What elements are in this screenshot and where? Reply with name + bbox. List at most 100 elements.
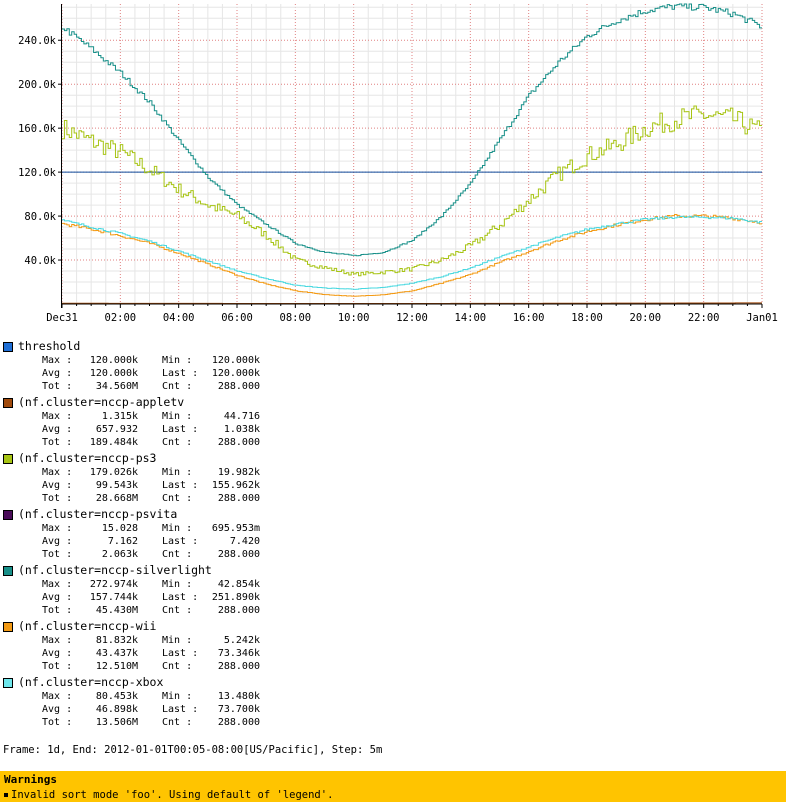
stat-value-last: 73.700k (198, 703, 260, 716)
stat-label-min: Min : (138, 690, 198, 703)
x-tick-label: Jan01 (746, 312, 778, 324)
x-tick-label: 02:00 (105, 312, 137, 324)
legend-stat-row: Avg : 120.000k Last : 120.000k (42, 367, 260, 380)
legend-stat-row: Max : 1.315k Min : 44.716 (42, 410, 260, 423)
stat-label-max: Max : (42, 690, 78, 703)
legend-stats: Max : 1.315k Min : 44.716 Avg : 657.932 Last :… (42, 410, 260, 449)
legend-stat-row: Tot :189.484k Cnt :288.000 (42, 436, 260, 449)
stat-value-min: 19.982k (198, 466, 260, 479)
stat-label-cnt: Cnt : (138, 436, 198, 449)
legend-stat-row: Avg :99.543k Last :155.962k (42, 479, 260, 492)
legend-entry: (nf.cluster=nccp-psvita Max : 15.028 Min : 6… (0, 507, 786, 563)
legend-stats: Max : 80.453k Min : 13.480k Avg : 46.898k Last… (42, 690, 260, 729)
stat-label-tot: Tot : (42, 436, 78, 449)
stat-label-cnt: Cnt : (138, 380, 198, 393)
legend-entry: (nf.cluster=nccp-wii Max :81.832k Min :5.2… (0, 619, 786, 675)
stat-value-cnt: 288.000 (198, 604, 260, 617)
stat-label-tot: Tot : (42, 604, 78, 617)
legend-stat-row: Max : 272.974k Min : 42.854k (42, 578, 260, 591)
x-tick-label: 06:00 (221, 312, 253, 324)
legend-stats: Max : 15.028 Min : 695.953m Avg : 7.162 Last :… (42, 522, 260, 561)
stat-value-min: 695.953m (198, 522, 260, 535)
legend-stat-row: Avg :157.744k Last :251.890k (42, 591, 260, 604)
legend-stats: Max : 81.832k Min : 5.242k Avg : 43.437k Last … (42, 634, 260, 673)
stat-label-max: Max : (42, 466, 78, 479)
x-tick-label: 08:00 (280, 312, 312, 324)
legend-swatch (3, 454, 13, 464)
stat-value-tot: 45.430M (78, 604, 138, 617)
stat-value-tot: 189.484k (78, 436, 138, 449)
x-tick-label: 12:00 (396, 312, 428, 324)
stat-value-min: 44.716 (198, 410, 260, 423)
y-tick-label: 80.0k (24, 211, 56, 223)
stat-value-max: 272.974k (78, 578, 138, 591)
stat-value-cnt: 288.000 (198, 716, 260, 729)
legend-entry: (nf.cluster=nccp-appletv Max :1.315k Min :… (0, 395, 786, 451)
legend-stats: Max : 120.000k Min : 120.000k Avg : 120.000k L… (42, 354, 260, 393)
legend-entry: (nf.cluster=nccp-silverlight Max : 272.974… (0, 563, 786, 619)
stat-value-max: 80.453k (78, 690, 138, 703)
stat-value-max: 1.315k (78, 410, 138, 423)
stat-value-avg: 120.000k (78, 367, 138, 380)
stat-value-last: 1.038k (198, 423, 260, 436)
legend-series-name: (nf.cluster=nccp-appletv (18, 395, 184, 409)
legend-stat-row: Avg : 657.932 Last : 1.038k (42, 423, 260, 436)
legend-series-name: (nf.cluster=nccp-psvita (18, 507, 177, 521)
stat-label-last: Last : (138, 591, 198, 604)
legend-stat-row: Tot : 28.668M Cnt : 288.000 (42, 492, 260, 505)
stat-value-avg: 157.744k (78, 591, 138, 604)
stat-label-cnt: Cnt : (138, 548, 198, 561)
legend-stat-row: Avg : 7.162 Last : 7.420 (42, 535, 260, 548)
frame-info: Frame: 1d, End: 2012-01-01T00:05-08:00[U… (3, 744, 382, 756)
legend-stat-row: Max : 81.832k Min : 5.242k (42, 634, 260, 647)
stat-label-tot: Tot : (42, 660, 78, 673)
stat-label-avg: Avg : (42, 423, 78, 436)
legend-swatch (3, 566, 13, 576)
stat-value-last: 73.346k (198, 647, 260, 660)
stat-label-last: Last : (138, 703, 198, 716)
stat-label-max: Max : (42, 578, 78, 591)
bullet-icon (4, 793, 8, 797)
stat-value-tot: 12.510M (78, 660, 138, 673)
legend-swatch (3, 342, 13, 352)
legend-series-name: (nf.cluster=nccp-silverlight (18, 563, 212, 577)
y-axis-ticks: 40.0k 80.0k 120.0k 160.0k 200.0k 240.0k (18, 35, 62, 267)
legend-stat-row: Max : 120.000k Min : 120.000k (42, 354, 260, 367)
legend-stat-row: Avg : 46.898k Last : 73.700k (42, 703, 260, 716)
stat-label-avg: Avg : (42, 703, 78, 716)
stat-value-max: 15.028 (78, 522, 138, 535)
legend-stat-row: Max : 80.453k Min : 13.480k (42, 690, 260, 703)
warning-item: Invalid sort mode 'foo'. Using default o… (4, 789, 333, 801)
legend-swatch (3, 678, 13, 688)
stat-value-cnt: 288.000 (198, 436, 260, 449)
stat-label-cnt: Cnt : (138, 604, 198, 617)
stat-label-tot: Tot : (42, 380, 78, 393)
stat-value-last: 251.890k (198, 591, 260, 604)
stat-label-last: Last : (138, 647, 198, 660)
stat-label-cnt: Cnt : (138, 660, 198, 673)
legend-stat-row: Tot : 2.063k Cnt : 288.000 (42, 548, 260, 561)
stat-label-min: Min : (138, 522, 198, 535)
legend-entry: (nf.cluster=nccp-xbox Max : 80.453k Min : 13… (0, 675, 786, 731)
stat-value-avg: 7.162 (78, 535, 138, 548)
stat-label-last: Last : (138, 535, 198, 548)
stat-value-cnt: 288.000 (198, 380, 260, 393)
stat-value-max: 120.000k (78, 354, 138, 367)
stat-value-min: 5.242k (198, 634, 260, 647)
x-tick-label: 20:00 (630, 312, 662, 324)
x-tick-label: 10:00 (338, 312, 370, 324)
legend-entry: threshold Max :120.000k Min :120.000k Avg :… (0, 339, 786, 395)
stat-value-tot: 28.668M (78, 492, 138, 505)
stat-value-max: 179.026k (78, 466, 138, 479)
stat-value-min: 120.000k (198, 354, 260, 367)
legend-stats: Max : 179.026k Min : 19.982k Avg : 99.543k Las… (42, 466, 260, 505)
x-tick-label: 22:00 (688, 312, 720, 324)
stat-value-avg: 46.898k (78, 703, 138, 716)
stat-label-last: Last : (138, 367, 198, 380)
legend-stat-row: Avg :43.437k Last :73.346k (42, 647, 260, 660)
stat-label-min: Min : (138, 410, 198, 423)
stat-label-max: Max : (42, 522, 78, 535)
legend: threshold Max :120.000k Min :120.000k Avg :… (0, 339, 786, 731)
stat-value-tot: 34.560M (78, 380, 138, 393)
legend-series-name: (nf.cluster=nccp-ps3 (18, 451, 156, 465)
